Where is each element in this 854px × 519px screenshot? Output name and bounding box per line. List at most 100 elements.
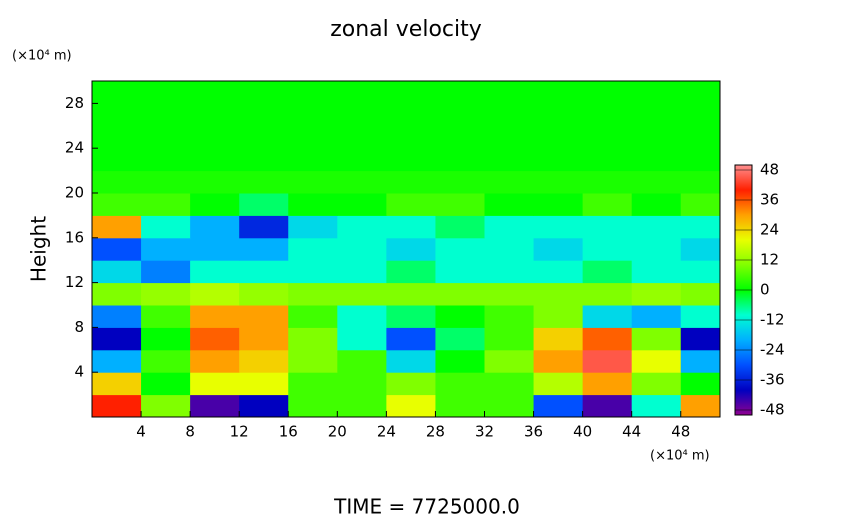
cell [288, 349, 338, 373]
cell [631, 103, 682, 127]
cell [680, 170, 721, 194]
cell [337, 237, 387, 261]
cell [288, 81, 338, 104]
cell [631, 81, 682, 104]
cell [141, 81, 191, 104]
cell [92, 103, 142, 127]
cell [141, 349, 191, 373]
cell [533, 372, 584, 396]
cell [435, 372, 485, 396]
cell [239, 305, 289, 328]
footer: TIME = 7725000.0 [333, 495, 520, 519]
cell [680, 215, 721, 239]
cell [435, 349, 485, 373]
y-tick-label: 20 [65, 184, 84, 202]
cell [337, 81, 387, 104]
cell [141, 125, 191, 149]
cell [386, 125, 436, 149]
cell [92, 394, 142, 418]
cell [141, 394, 191, 418]
cell [582, 327, 633, 351]
cell [680, 327, 721, 351]
cell [288, 260, 338, 284]
cell [239, 170, 289, 194]
cell [288, 215, 338, 239]
cell [582, 260, 633, 284]
cell [141, 103, 191, 127]
cell [239, 237, 289, 261]
cell [631, 305, 682, 328]
cell [680, 148, 721, 172]
cell [484, 215, 535, 239]
cell [190, 394, 240, 418]
cell [337, 103, 387, 127]
cell [631, 170, 682, 194]
cell [190, 327, 240, 351]
cell [435, 260, 485, 284]
x-tick-label: 20 [328, 423, 347, 441]
cell [337, 394, 387, 418]
cell [435, 103, 485, 127]
cell [141, 282, 191, 306]
cell [631, 148, 682, 172]
cell [190, 148, 240, 172]
cell [631, 237, 682, 261]
cell [92, 148, 142, 172]
cell [533, 394, 584, 418]
y-tick-label: 4 [74, 363, 84, 381]
colorbar-tick-label: -36 [760, 371, 785, 389]
cell [435, 125, 485, 149]
cell [288, 148, 338, 172]
cell [288, 170, 338, 194]
cell [484, 170, 535, 194]
x-tick-label: 24 [377, 423, 396, 441]
cell [435, 394, 485, 418]
cell [582, 372, 633, 396]
cell [386, 215, 436, 239]
cell [239, 125, 289, 149]
cell [190, 282, 240, 306]
cell [582, 305, 633, 328]
cell [680, 349, 721, 373]
plot-frame [91, 80, 721, 418]
cell [92, 349, 142, 373]
cell [190, 349, 240, 373]
cell [92, 81, 142, 104]
cell [337, 260, 387, 284]
cell [631, 193, 682, 216]
cell [337, 148, 387, 172]
x-tick-label: 16 [279, 423, 298, 441]
y-tick-label: 16 [65, 228, 84, 246]
cell [386, 282, 436, 306]
cell [337, 125, 387, 149]
y-tick-label: 8 [74, 318, 84, 336]
x-tick-label: 40 [573, 423, 592, 441]
cell [92, 327, 142, 351]
cell [288, 394, 338, 418]
cell [484, 81, 535, 104]
cell [386, 260, 436, 284]
cell [680, 103, 721, 127]
cell [190, 372, 240, 396]
cell [631, 282, 682, 306]
cell [533, 215, 584, 239]
cell [484, 327, 535, 351]
cell [92, 305, 142, 328]
cell [435, 148, 485, 172]
y-units: (×10⁴ m) [12, 49, 72, 64]
cell [533, 327, 584, 351]
cell [141, 215, 191, 239]
cell [337, 215, 387, 239]
cell [190, 103, 240, 127]
cell [239, 282, 289, 306]
cell [190, 305, 240, 328]
cell [582, 81, 633, 104]
cell [92, 372, 142, 396]
cell [337, 282, 387, 306]
cell [190, 170, 240, 194]
cell [631, 349, 682, 373]
cell [386, 372, 436, 396]
cell [92, 125, 142, 149]
y-tick-label: 28 [65, 94, 84, 112]
cell [239, 349, 289, 373]
